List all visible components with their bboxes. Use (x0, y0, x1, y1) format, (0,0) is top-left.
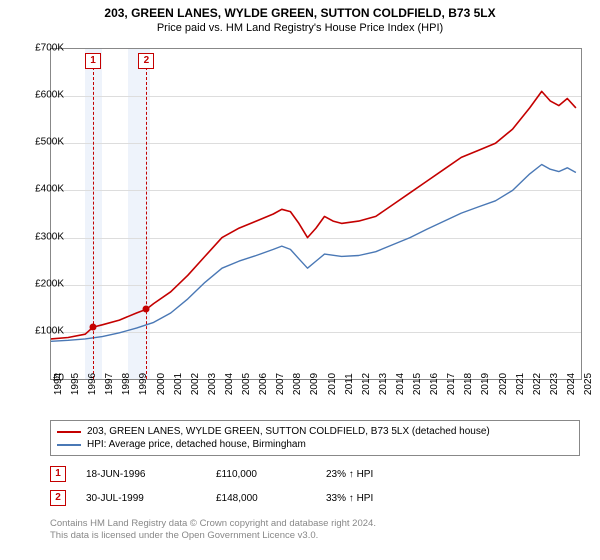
x-tick-label: 2014 (395, 373, 406, 395)
legend-swatch (57, 431, 81, 433)
sale-row-marker: 1 (50, 466, 66, 482)
legend-label: HPI: Average price, detached house, Birm… (87, 439, 306, 450)
x-tick-label: 1997 (104, 373, 115, 395)
sale-row-marker: 2 (50, 490, 66, 506)
x-tick-label: 2010 (327, 373, 338, 395)
x-tick-label: 2006 (258, 373, 269, 395)
legend-swatch (57, 444, 81, 446)
x-tick-label: 2001 (173, 373, 184, 395)
x-tick-label: 2023 (549, 373, 560, 395)
legend-item: HPI: Average price, detached house, Birm… (57, 438, 573, 451)
y-tick-label: £300K (35, 231, 64, 242)
sale-marker-box: 1 (85, 53, 101, 69)
y-tick-label: £700K (35, 43, 64, 54)
legend-item: 203, GREEN LANES, WYLDE GREEN, SUTTON CO… (57, 425, 573, 438)
x-tick-label: 2024 (566, 373, 577, 395)
legend-box: 203, GREEN LANES, WYLDE GREEN, SUTTON CO… (50, 420, 580, 456)
x-tick-label: 2011 (344, 373, 355, 395)
x-tick-label: 1996 (87, 373, 98, 395)
x-tick-label: 2004 (224, 373, 235, 395)
x-tick-label: 2009 (309, 373, 320, 395)
footer-line-2: This data is licensed under the Open Gov… (50, 530, 580, 542)
y-tick-label: £600K (35, 90, 64, 101)
x-tick-label: 2012 (361, 373, 372, 395)
sale-row: 2 30-JUL-1999£148,00033% ↑ HPI (50, 486, 580, 510)
chart-container: 203, GREEN LANES, WYLDE GREEN, SUTTON CO… (0, 0, 600, 560)
x-tick-label: 2002 (190, 373, 201, 395)
footer-attribution: Contains HM Land Registry data © Crown c… (50, 518, 580, 543)
x-tick-label: 1999 (138, 373, 149, 395)
sale-delta: 23% ↑ HPI (326, 469, 446, 480)
series-line-hpi (51, 165, 576, 342)
x-tick-label: 1998 (121, 373, 132, 395)
x-tick-label: 2019 (480, 373, 491, 395)
y-tick-label: £100K (35, 325, 64, 336)
x-tick-label: 1994 (53, 373, 64, 395)
series-line-property (51, 91, 576, 339)
sales-table: 1 18-JUN-1996£110,00023% ↑ HPI 2 30-JUL-199… (50, 462, 580, 510)
y-tick-label: £500K (35, 137, 64, 148)
x-tick-label: 2017 (446, 373, 457, 395)
x-tick-label: 2015 (412, 373, 423, 395)
plot-area: 12 (50, 48, 582, 380)
sale-date: 30-JUL-1999 (86, 493, 216, 504)
sale-price: £148,000 (216, 493, 326, 504)
footer-line-1: Contains HM Land Registry data © Crown c… (50, 518, 580, 530)
y-tick-label: £400K (35, 184, 64, 195)
sale-marker-dot (90, 324, 97, 331)
x-tick-label: 2021 (515, 373, 526, 395)
x-tick-label: 2013 (378, 373, 389, 395)
sale-marker-box: 2 (138, 53, 154, 69)
x-tick-label: 2003 (207, 373, 218, 395)
x-tick-label: 2016 (429, 373, 440, 395)
x-tick-label: 1995 (70, 373, 81, 395)
x-tick-label: 2020 (498, 373, 509, 395)
y-tick-label: £200K (35, 278, 64, 289)
x-tick-label: 2007 (275, 373, 286, 395)
legend-label: 203, GREEN LANES, WYLDE GREEN, SUTTON CO… (87, 426, 490, 437)
chart-title: 203, GREEN LANES, WYLDE GREEN, SUTTON CO… (0, 0, 600, 20)
sale-price: £110,000 (216, 469, 326, 480)
x-tick-label: 2025 (583, 373, 594, 395)
plot-svg (51, 49, 581, 379)
x-tick-label: 2008 (292, 373, 303, 395)
sale-marker-line (93, 67, 94, 379)
x-tick-label: 2018 (463, 373, 474, 395)
x-tick-label: 2005 (241, 373, 252, 395)
sale-marker-line (146, 67, 147, 379)
chart-subtitle: Price paid vs. HM Land Registry's House … (0, 20, 600, 38)
sale-date: 18-JUN-1996 (86, 469, 216, 480)
sale-row: 1 18-JUN-1996£110,00023% ↑ HPI (50, 462, 580, 486)
x-tick-label: 2000 (156, 373, 167, 395)
x-tick-label: 2022 (532, 373, 543, 395)
sale-marker-dot (143, 306, 150, 313)
sale-delta: 33% ↑ HPI (326, 493, 446, 504)
